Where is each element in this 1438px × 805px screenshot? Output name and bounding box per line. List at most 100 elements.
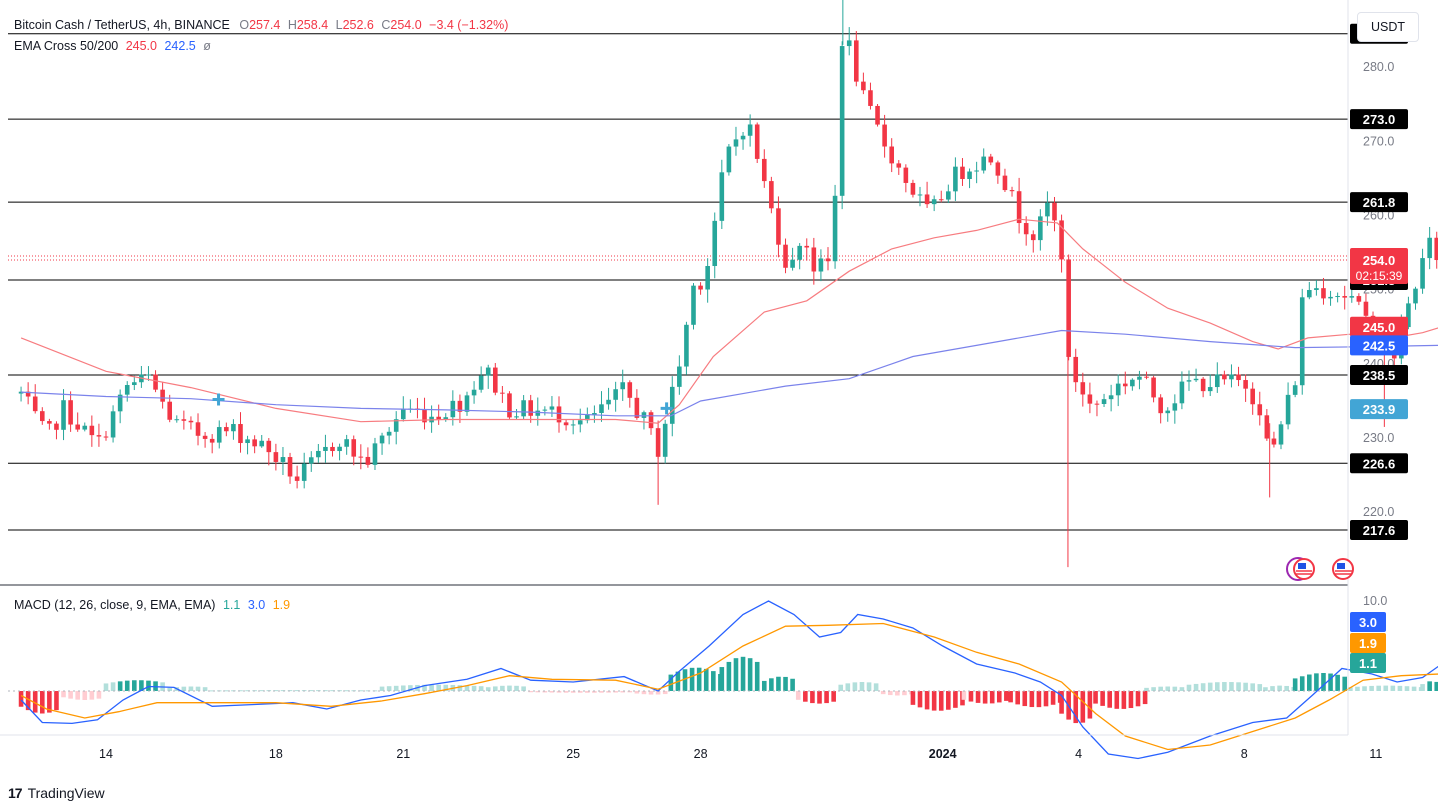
macd-histogram-bar <box>795 691 801 700</box>
level-tag-label: 226.6 <box>1363 456 1396 471</box>
low-value: 252.6 <box>342 18 374 32</box>
macd-histogram-bar <box>39 691 45 714</box>
candle-body <box>216 427 222 443</box>
candle-body <box>585 415 590 421</box>
candle-body <box>209 438 215 443</box>
level-tag <box>1350 192 1408 213</box>
candle-body <box>1349 296 1355 298</box>
candle-body <box>1285 394 1291 425</box>
candle-body <box>1299 297 1305 386</box>
macd-histogram-bar <box>703 668 709 691</box>
macd-histogram-bar <box>880 691 886 695</box>
macd-histogram-bar <box>1121 691 1127 709</box>
macd-histogram-bar <box>1369 685 1374 691</box>
macd-histogram-bar <box>110 682 116 691</box>
macd-histogram-bar <box>831 691 836 702</box>
candle-body <box>1243 380 1248 389</box>
event-flag-icon[interactable] <box>1332 558 1354 580</box>
open-value: 257.4 <box>249 18 281 32</box>
macd-histogram-bar <box>747 658 753 691</box>
macd-histogram-bar <box>910 691 916 705</box>
macd-histogram-bar <box>521 686 526 691</box>
macd-histogram-bar <box>103 683 109 691</box>
macd-histogram-bar <box>308 690 314 692</box>
macd-histogram-bar <box>873 683 879 691</box>
candle-body <box>577 420 583 425</box>
candle-body <box>1002 175 1008 191</box>
candle-body <box>677 366 682 387</box>
candle-body <box>450 400 456 418</box>
macd-histogram-bar <box>1335 674 1340 691</box>
macd-histogram-bar <box>696 667 702 691</box>
candle-body <box>1108 395 1114 400</box>
candle-body <box>549 406 555 410</box>
macd-histogram-bar <box>146 680 151 691</box>
macd-histogram-bar <box>570 691 576 693</box>
macd-histogram-bar <box>852 682 858 691</box>
symbol-title: Bitcoin Cash / TetherUS, 4h, BINANCE <box>14 18 230 32</box>
candle-body <box>1122 383 1128 387</box>
time-tick-label: 11 <box>1369 747 1382 761</box>
tradingview-logo-icon: 17 <box>8 785 23 801</box>
candle-body <box>1101 399 1107 404</box>
candle-body <box>500 392 505 394</box>
macd-histogram-bar <box>1362 686 1367 691</box>
candle-body <box>1356 296 1362 302</box>
level-tag <box>1350 520 1408 541</box>
event-flag-icon[interactable] <box>1286 557 1315 581</box>
signal-value: 1.9 <box>272 598 291 612</box>
candle-body <box>316 450 321 458</box>
candle-body <box>96 435 102 437</box>
macd-histogram-bar <box>1284 685 1289 691</box>
macd-histogram-bar <box>457 685 463 691</box>
candle-body <box>1335 296 1340 298</box>
currency-button[interactable]: USDT <box>1357 12 1419 42</box>
macd-histogram-bar <box>1193 683 1199 691</box>
candle-body <box>75 424 80 430</box>
macd-histogram-bar <box>436 684 441 691</box>
macd-tag <box>1350 633 1386 653</box>
candle-body <box>464 395 470 412</box>
macd-histogram-bar <box>124 680 130 691</box>
candle-body <box>1342 296 1348 298</box>
macd-tag-label: 1.9 <box>1359 636 1377 651</box>
macd-histogram-bar <box>408 685 413 691</box>
macd-histogram-bar <box>790 678 795 691</box>
candle-body <box>1328 296 1333 299</box>
macd-histogram-bar <box>1050 691 1056 705</box>
macd-histogram-bar <box>689 667 695 691</box>
macd-histogram-bar <box>82 691 88 700</box>
macd-histogram-bar <box>358 690 364 692</box>
candle-body <box>47 421 52 424</box>
time-tick-label: 2024 <box>929 747 957 761</box>
macd-histogram-bar <box>1229 682 1234 691</box>
macd-histogram-bar <box>443 684 449 691</box>
candle-body <box>1052 202 1057 221</box>
candle-body <box>981 156 987 171</box>
price-tick-label: 280.0 <box>1363 60 1394 74</box>
candle-body <box>18 391 24 394</box>
candle-body <box>167 401 173 420</box>
macd-line <box>20 600 1438 760</box>
high-value: 258.4 <box>296 18 329 32</box>
macd-histogram-bar <box>1321 673 1326 691</box>
macd-histogram-bar <box>167 687 173 691</box>
candle-body <box>89 425 95 436</box>
macd-histogram-bar <box>1383 685 1389 691</box>
macd-histogram-bar <box>75 691 80 700</box>
macd-histogram-bar <box>817 691 822 704</box>
macd-value: 3.0 <box>247 598 266 612</box>
macd-histogram-bar <box>1434 681 1438 691</box>
macd-histogram-bar <box>982 691 988 704</box>
macd-histogram-bar <box>1158 686 1163 691</box>
candle-body <box>1186 380 1192 382</box>
candle-body <box>1144 376 1149 378</box>
candle-body <box>153 374 158 390</box>
macd-histogram-bar <box>287 690 293 692</box>
candle-body <box>1172 403 1178 411</box>
macd-histogram-bar <box>393 685 399 691</box>
candle-body <box>1229 374 1234 380</box>
candle-body <box>917 194 923 196</box>
macd-histogram-bar <box>1022 691 1028 707</box>
